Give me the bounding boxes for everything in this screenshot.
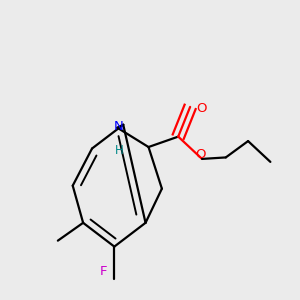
Text: N: N: [114, 120, 124, 133]
Text: O: O: [195, 148, 206, 161]
Text: H: H: [114, 143, 123, 157]
Text: F: F: [100, 266, 108, 278]
Text: O: O: [196, 102, 207, 115]
